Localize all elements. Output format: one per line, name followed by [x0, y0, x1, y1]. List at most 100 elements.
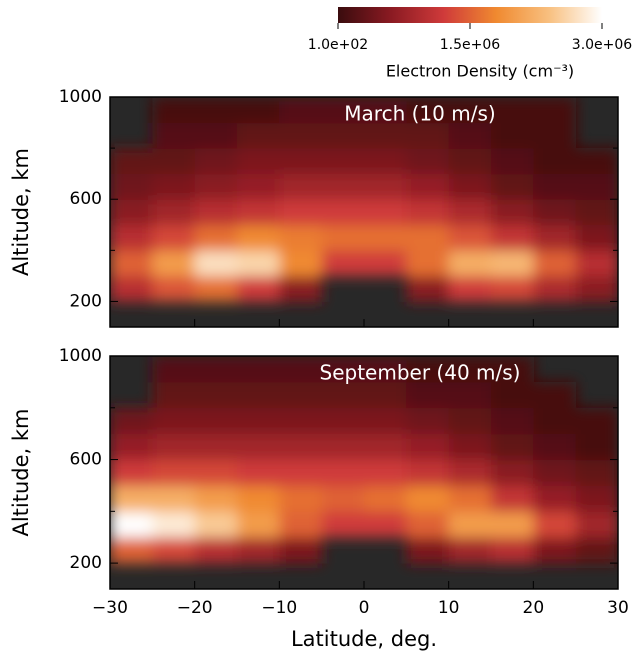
heatmap-cell: [575, 537, 618, 564]
heatmap-cell: [321, 356, 365, 383]
heatmap-cell: [491, 224, 534, 251]
heatmap-cell: [279, 511, 323, 538]
heatmap-cell: [237, 275, 280, 302]
heatmap-cell: [110, 407, 153, 435]
heatmap-cell: [533, 537, 577, 564]
heatmap-cell: [448, 224, 492, 251]
heatmap-cell: [152, 148, 196, 175]
heatmap-cell: [491, 173, 534, 200]
heatmap: [110, 97, 618, 302]
heatmap-cell: [448, 485, 492, 512]
heatmap-cell: [491, 485, 534, 512]
heatmap-cell: [575, 148, 618, 175]
x-tick-label: −30: [92, 598, 128, 618]
heatmap-cell: [448, 459, 492, 486]
heatmap-cell: [152, 381, 196, 409]
heatmap-cell: [321, 97, 365, 124]
heatmap-cell: [194, 459, 238, 486]
heatmap-cell: [575, 485, 618, 512]
x-tick-label: 10: [438, 598, 460, 618]
heatmap-cell: [448, 537, 492, 564]
heatmap-cell: [110, 148, 153, 175]
heatmap-cell: [533, 381, 577, 409]
y-tick-label: 600: [70, 450, 102, 470]
y-tick-label: 200: [70, 291, 102, 311]
heatmap-cell: [364, 433, 407, 461]
heatmap-cell: [279, 199, 323, 226]
heatmap-cell: [575, 250, 618, 277]
heatmap-cell: [321, 459, 365, 486]
heatmap-cell: [575, 407, 618, 435]
heatmap-cell: [237, 356, 280, 383]
heatmap-cell: [321, 250, 365, 277]
heatmap-cell: [279, 433, 323, 461]
heatmap-cell: [279, 407, 323, 435]
heatmap-cell: [533, 224, 577, 251]
heatmap-cell: [406, 407, 450, 435]
heatmap-cell: [406, 250, 450, 277]
heatmap-cell: [279, 485, 323, 512]
heatmap-cell: [533, 148, 577, 175]
heatmap-cell: [491, 511, 534, 538]
heatmap-cell: [194, 173, 238, 200]
heatmap-cell: [194, 275, 238, 302]
heatmap-cell: [321, 122, 365, 149]
x-tick-label: 0: [359, 598, 370, 618]
heatmap-cell: [406, 148, 450, 175]
heatmap-cell: [194, 485, 238, 512]
heatmap-cell: [364, 459, 407, 486]
heatmap-cell: [448, 122, 492, 149]
heatmap-cell: [279, 459, 323, 486]
heatmap-cell: [110, 173, 153, 200]
heatmap-cell: [491, 250, 534, 277]
heatmap-cell: [321, 224, 365, 251]
heatmap-cell: [152, 199, 196, 226]
y-tick-label: 600: [70, 189, 102, 209]
colorbar-label: Electron Density (cm⁻³): [386, 62, 574, 81]
heatmap-cell: [364, 356, 407, 383]
y-tick-label: 200: [70, 553, 102, 573]
heatmap-cell: [406, 199, 450, 226]
heatmap-cell: [406, 275, 450, 302]
heatmap-cell: [110, 433, 153, 461]
heatmap-cell: [237, 199, 280, 226]
heatmap-cell: [321, 485, 365, 512]
heatmap-cell: [533, 459, 577, 486]
heatmap-cell: [406, 459, 450, 486]
heatmap-cell: [194, 148, 238, 175]
heatmap-cell: [533, 433, 577, 461]
heatmap-cell: [406, 485, 450, 512]
heatmap-cell: [491, 381, 534, 409]
heatmap-cell: [533, 250, 577, 277]
heatmap-cell: [364, 97, 407, 124]
heatmap-cell: [194, 356, 238, 383]
heatmap-cell: [491, 122, 534, 149]
heatmap-cell: [152, 433, 196, 461]
heatmap-cell: [237, 224, 280, 251]
heatmap-cell: [491, 356, 534, 383]
heatmap-cell: [279, 250, 323, 277]
heatmap-cell: [406, 97, 450, 124]
heatmap-cell: [152, 485, 196, 512]
heatmap-cell: [448, 148, 492, 175]
colorbar: [338, 7, 602, 23]
x-tick-label: 30: [607, 598, 629, 618]
heatmap-cell: [364, 250, 407, 277]
colorbar-tick-label: 1.5e+06: [440, 37, 501, 53]
heatmap-cell: [321, 199, 365, 226]
heatmap-cell: [575, 275, 618, 302]
heatmap-cell: [364, 199, 407, 226]
heatmap-cell: [152, 224, 196, 251]
heatmap-cell: [533, 122, 577, 149]
heatmap-cell: [110, 459, 153, 486]
heatmap-cell: [491, 148, 534, 175]
heatmap-cell: [406, 173, 450, 200]
heatmap-cell: [406, 537, 450, 564]
heatmap-cell: [110, 250, 153, 277]
heatmap-cell: [575, 173, 618, 200]
heatmap-cell: [364, 381, 407, 409]
heatmap-cell: [533, 97, 577, 124]
heatmap-cell: [279, 122, 323, 149]
y-axis-label: Altitude, km: [9, 148, 33, 276]
